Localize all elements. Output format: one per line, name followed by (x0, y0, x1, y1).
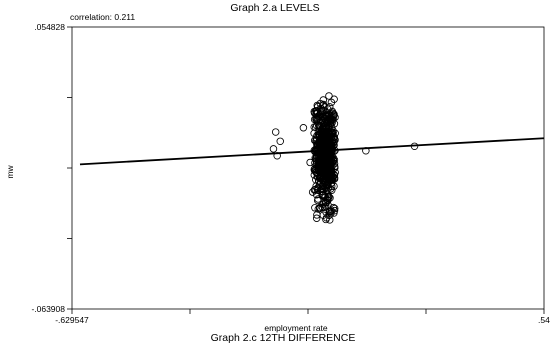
regression-line (79, 137, 545, 166)
scatter-point (318, 203, 327, 212)
scatter-point (321, 153, 329, 162)
axis-ticks: -.629547 .543978 .054828 -.063908 (31, 22, 550, 325)
scatter-point (299, 124, 308, 132)
scatter-point (308, 188, 317, 196)
plot-area-frame (71, 26, 545, 310)
scatter-point (316, 116, 325, 125)
y-tick-label: -.063908 (31, 304, 65, 314)
scatter-point (326, 119, 334, 127)
scatter-point (319, 191, 327, 200)
x-tick-label: .543978 (538, 315, 550, 325)
correlation-note: correlation: 0.211 (70, 12, 135, 22)
scatter-point (322, 113, 330, 121)
scatter-point (319, 124, 327, 132)
scatter-point (318, 131, 326, 140)
x-axis-label: employment rate (264, 323, 328, 333)
scatter-point (276, 137, 284, 146)
scatter-point (327, 98, 336, 107)
scatter-point (330, 204, 339, 213)
y-tick-label: .054828 (34, 22, 65, 32)
scatter-point (314, 195, 322, 203)
scatter-point (326, 103, 334, 111)
scatter-point (327, 111, 335, 120)
scatter-point (319, 100, 328, 109)
scatter-point (319, 101, 327, 109)
scatter-point (321, 137, 330, 145)
scatter-point (269, 145, 278, 153)
scatter-point (312, 110, 320, 118)
bottom-caption: Graph 2.c 12TH DIFFERENCE (211, 332, 356, 343)
scatter-point (312, 214, 321, 222)
scatter-point (326, 207, 335, 215)
chart-title: Graph 2.a LEVELS (230, 2, 319, 14)
scatter-point (320, 122, 329, 130)
scatter-point (325, 92, 333, 100)
scatter-point (314, 112, 322, 120)
scatter-point (330, 209, 338, 217)
scatter-point (321, 168, 330, 176)
y-axis-label: mw (5, 165, 15, 179)
scatter-point (271, 128, 280, 136)
scatter-point (322, 208, 330, 216)
scatter-point (311, 123, 320, 132)
scatter-point (323, 169, 331, 177)
x-tick-label: -.629547 (55, 315, 89, 325)
scatter-point (319, 190, 328, 199)
scatter-point (311, 204, 319, 212)
scatter-point (314, 205, 323, 213)
scatter-points (269, 92, 419, 224)
scatter-point (315, 177, 323, 185)
